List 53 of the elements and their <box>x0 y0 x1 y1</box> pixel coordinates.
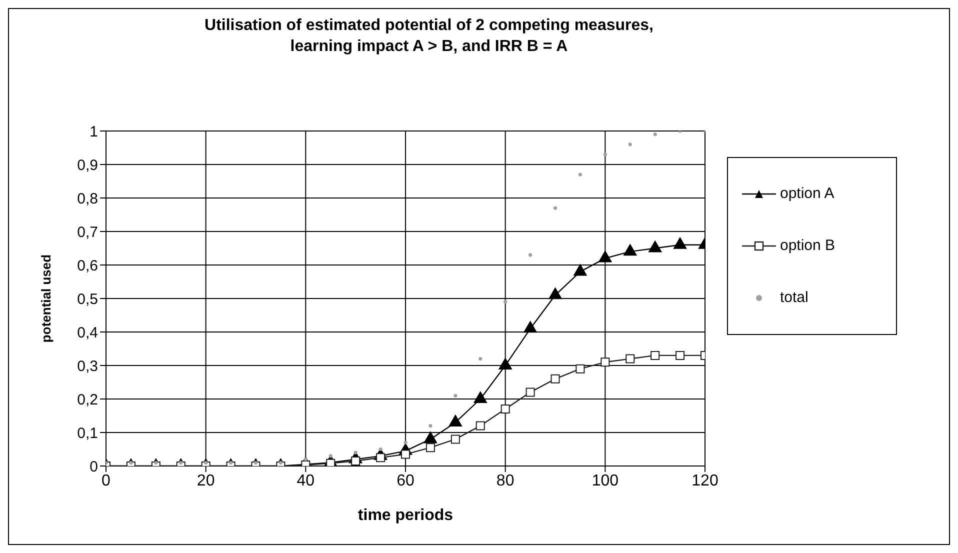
point <box>228 460 233 464</box>
point <box>553 206 558 210</box>
point <box>404 440 408 444</box>
point <box>328 454 332 458</box>
point <box>354 450 358 454</box>
point <box>578 172 582 176</box>
point <box>504 300 508 304</box>
y-axis-title: potential used <box>38 254 54 343</box>
x-tick-label: 120 <box>692 472 718 490</box>
point <box>426 443 435 452</box>
y-tick-label: 0,4 <box>77 324 98 342</box>
x-tick-label: 20 <box>196 472 215 490</box>
point <box>628 142 632 146</box>
x-tick-label: 60 <box>396 472 414 490</box>
x-axis-title: time periods <box>358 507 454 524</box>
point <box>500 404 510 414</box>
x-tick-label: 80 <box>496 472 514 490</box>
y-tick-label: 0,2 <box>77 391 98 408</box>
point <box>576 364 585 374</box>
x-tick-label: 40 <box>296 472 315 490</box>
x-tick-label: 100 <box>592 472 619 490</box>
legend-label: total <box>780 288 808 308</box>
y-tick-label: 0 <box>90 458 98 476</box>
y-tick-label: 0,3 <box>77 358 98 375</box>
point <box>526 388 535 397</box>
point <box>626 354 635 364</box>
y-tick-label: 0,7 <box>77 224 98 241</box>
point <box>478 357 482 361</box>
y-tick-label: 0,6 <box>77 257 98 274</box>
y-tick-label: 0,5 <box>77 290 98 308</box>
point <box>550 374 560 384</box>
point <box>603 152 607 156</box>
point <box>428 424 432 428</box>
y-tick-label: 1 <box>90 123 98 140</box>
point <box>278 460 283 464</box>
y-tick-label: 0,8 <box>77 190 98 208</box>
point <box>378 447 382 452</box>
point <box>254 460 258 464</box>
point <box>454 394 458 398</box>
y-tick-label: 0,1 <box>77 424 98 442</box>
chart-title: Utilisation of estimated potential of 2 competing measures, learning impact A > B, and IRR B = A <box>204 16 654 57</box>
point <box>600 358 610 367</box>
point <box>653 132 657 136</box>
point <box>326 458 336 466</box>
legend-label: option B <box>780 236 836 256</box>
point <box>450 434 460 444</box>
y-tick-label: 0,9 <box>77 156 98 174</box>
x-tick-label: 0 <box>102 472 111 490</box>
legend-label: option A <box>780 184 834 204</box>
point <box>476 421 485 430</box>
point <box>676 350 685 360</box>
point <box>650 350 660 360</box>
point <box>528 253 532 257</box>
